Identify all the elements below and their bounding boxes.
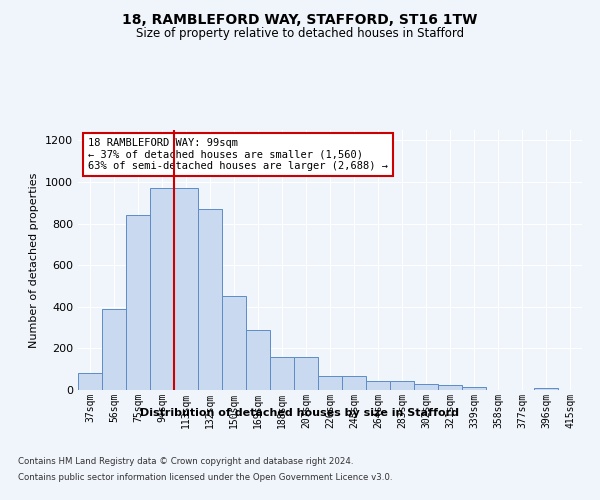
Bar bbox=[390, 380, 414, 390]
Bar bbox=[342, 376, 366, 390]
Text: 18 RAMBLEFORD WAY: 99sqm
← 37% of detached houses are smaller (1,560)
63% of sem: 18 RAMBLEFORD WAY: 99sqm ← 37% of detach… bbox=[88, 138, 388, 171]
Text: Distribution of detached houses by size in Stafford: Distribution of detached houses by size … bbox=[140, 408, 460, 418]
Bar bbox=[246, 330, 270, 390]
Bar bbox=[270, 356, 294, 390]
Bar bbox=[126, 216, 150, 390]
Bar bbox=[462, 387, 486, 390]
Text: 18, RAMBLEFORD WAY, STAFFORD, ST16 1TW: 18, RAMBLEFORD WAY, STAFFORD, ST16 1TW bbox=[122, 12, 478, 26]
Bar bbox=[414, 384, 438, 390]
Bar bbox=[438, 385, 462, 390]
Text: Size of property relative to detached houses in Stafford: Size of property relative to detached ho… bbox=[136, 28, 464, 40]
Text: Contains public sector information licensed under the Open Government Licence v3: Contains public sector information licen… bbox=[18, 472, 392, 482]
Bar bbox=[318, 376, 342, 390]
Y-axis label: Number of detached properties: Number of detached properties bbox=[29, 172, 40, 348]
Bar bbox=[366, 380, 390, 390]
Bar bbox=[174, 188, 198, 390]
Bar bbox=[78, 374, 102, 390]
Bar bbox=[150, 188, 174, 390]
Bar bbox=[198, 209, 222, 390]
Bar bbox=[222, 296, 246, 390]
Bar bbox=[294, 356, 318, 390]
Text: Contains HM Land Registry data © Crown copyright and database right 2024.: Contains HM Land Registry data © Crown c… bbox=[18, 458, 353, 466]
Bar bbox=[534, 388, 558, 390]
Bar bbox=[102, 309, 126, 390]
